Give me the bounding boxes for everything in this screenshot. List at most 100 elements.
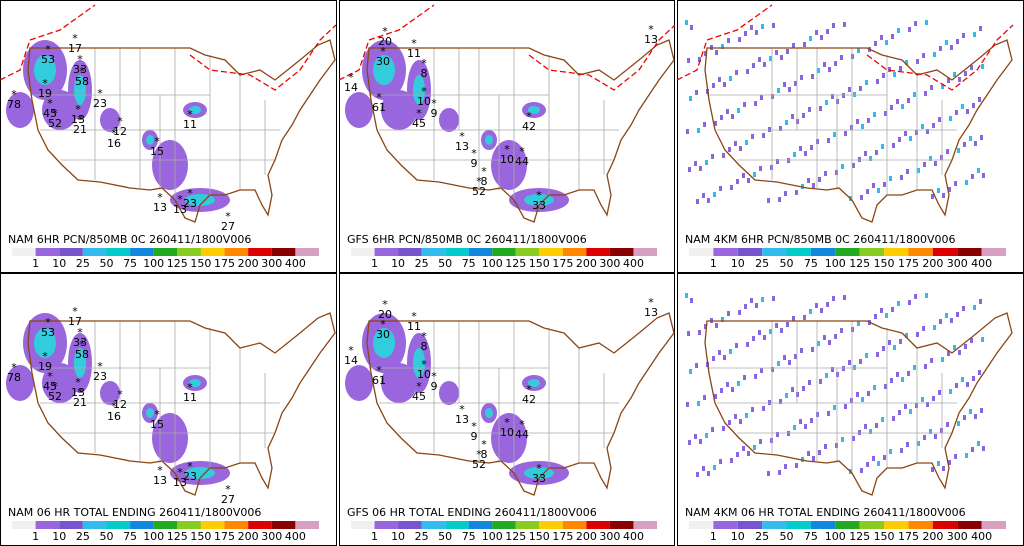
legend-label: 175 (214, 257, 235, 270)
precip-cell (803, 42, 806, 47)
legend-label: 1 (710, 257, 717, 270)
legend-label: 50 (780, 257, 794, 270)
precip-cell (722, 426, 725, 431)
legend-swatch (957, 521, 982, 529)
station-marker: * (187, 460, 193, 473)
precip-cell (973, 305, 976, 310)
precip-area (491, 140, 527, 190)
precip-cell (961, 104, 964, 109)
precip-cell (726, 382, 729, 387)
precip-cell (771, 94, 774, 99)
legend-swatch (932, 521, 958, 529)
station-value: 17 (68, 315, 82, 328)
precip-cell (739, 419, 742, 424)
precip-cell (736, 179, 739, 184)
precip-cell (973, 32, 976, 37)
precip-cell (712, 356, 715, 361)
precip-cell (750, 25, 753, 30)
station-value: 16 (107, 137, 121, 150)
station-marker: * (504, 416, 510, 429)
precip-cell (698, 57, 701, 62)
precip-cell (720, 388, 723, 393)
legend-swatch (153, 248, 178, 256)
legend-swatch (445, 521, 469, 529)
precip-cell (695, 90, 698, 95)
legend-label: 300 (947, 257, 968, 270)
station-marker: * (11, 361, 17, 374)
station-marker: * (225, 483, 231, 496)
station-value: 10 (417, 368, 431, 381)
precip-core (74, 75, 86, 105)
legend-swatch (884, 521, 909, 529)
precip-cell (945, 40, 948, 45)
precip-cell (685, 293, 688, 298)
precip-cell (809, 309, 812, 314)
precip-cell (755, 30, 758, 35)
legend-label: 75 (123, 257, 137, 270)
precip-cell (827, 138, 830, 143)
legend-swatch (859, 521, 885, 529)
precip-cell (702, 466, 705, 471)
station-marker: * (72, 305, 78, 318)
precip-cell (909, 136, 912, 141)
precip-cell (851, 54, 854, 59)
precip-cell (714, 394, 717, 399)
station-marker: * (376, 91, 382, 104)
precip-cell (697, 128, 700, 133)
precip-cell (820, 308, 823, 313)
precip-cell (926, 402, 929, 407)
precip-cell (963, 415, 966, 420)
precip-cell (769, 56, 772, 61)
precip-cell (867, 118, 870, 123)
precip-cell (750, 298, 753, 303)
precip-cell (930, 358, 933, 363)
precip-cell (972, 103, 975, 108)
precip-cell (699, 166, 702, 171)
precip-cell (949, 389, 952, 394)
station-value: 21 (73, 396, 87, 409)
precip-cell (966, 382, 969, 387)
legend-swatch (106, 521, 131, 529)
legend-swatch (398, 248, 422, 256)
precip-cell (687, 58, 690, 63)
coastline (366, 312, 675, 496)
legend-label: 10 (52, 257, 66, 270)
precip-cell (904, 404, 907, 409)
precip-cell (772, 296, 775, 301)
precip-cell (742, 173, 745, 178)
precip-cell (816, 139, 819, 144)
station-value: 45 (412, 117, 426, 130)
precip-cell (689, 369, 692, 374)
map-panel: *20*30*11*8*14*61*10 *9*45*13*9*10*44*42*… (339, 273, 675, 546)
legend-swatch (12, 248, 36, 256)
legend-swatch (35, 521, 60, 529)
station-value: 8 (481, 448, 488, 461)
legend-label: 125 (167, 257, 188, 270)
station-value: 13 (455, 413, 469, 426)
legend-label: 200 (238, 257, 259, 270)
station-marker: * (42, 350, 48, 363)
precip-core (528, 106, 540, 114)
legend-label: 25 (415, 257, 429, 270)
precip-cell (844, 131, 847, 136)
precip-cell (831, 367, 834, 372)
precip-cell (907, 371, 910, 376)
station-marker: * (504, 143, 510, 156)
station-value: 52 (472, 185, 486, 198)
precip-cell (769, 329, 772, 334)
precip-cell (836, 372, 839, 377)
precip-cell (888, 67, 891, 72)
station-marker: * (77, 386, 83, 399)
precip-cell (858, 430, 861, 435)
precip-cell (947, 78, 950, 83)
station-value: 14 (344, 354, 358, 367)
precip-cell (780, 328, 783, 333)
precip-cell (735, 70, 738, 75)
coastline (704, 39, 1013, 223)
precip-cell (836, 99, 839, 104)
station-value: 45 (43, 107, 57, 120)
precip-cell (824, 444, 827, 449)
station-marker: * (416, 107, 422, 120)
station-value: 8 (421, 340, 428, 353)
